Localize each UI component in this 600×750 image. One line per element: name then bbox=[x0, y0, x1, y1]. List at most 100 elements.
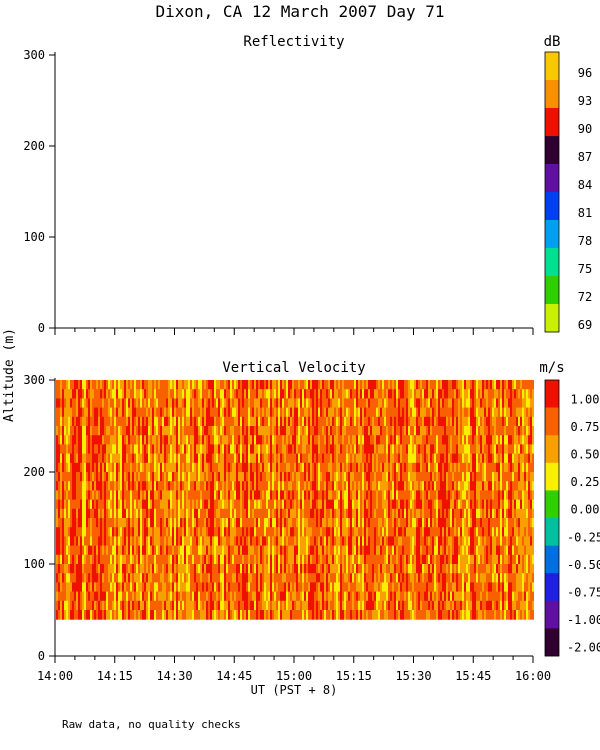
velocity-cell bbox=[262, 407, 264, 418]
velocity-cell bbox=[116, 582, 118, 593]
velocity-cell bbox=[138, 426, 140, 436]
velocity-cell bbox=[362, 444, 364, 455]
velocity-cell bbox=[66, 508, 68, 519]
velocity-cell bbox=[334, 416, 336, 427]
velocity-cell bbox=[68, 573, 70, 583]
velocity-cell bbox=[244, 564, 246, 574]
velocity-cell bbox=[120, 435, 122, 445]
velocity-cell bbox=[364, 398, 366, 409]
velocity-cell bbox=[276, 407, 278, 418]
velocity-cell bbox=[272, 380, 274, 390]
velocity-cell bbox=[102, 435, 104, 445]
velocity-cell bbox=[328, 462, 330, 473]
velocity-cell bbox=[250, 508, 252, 519]
velocity-cell bbox=[160, 444, 162, 455]
velocity-cell bbox=[326, 600, 328, 611]
velocity-cell bbox=[384, 380, 386, 390]
velocity-cell bbox=[206, 527, 208, 537]
velocity-cell bbox=[92, 610, 94, 620]
velocity-cell bbox=[312, 380, 314, 390]
velocity-cell bbox=[366, 573, 368, 583]
velocity-cell bbox=[124, 407, 126, 418]
velocity-cell bbox=[154, 481, 156, 491]
velocity-cell bbox=[406, 380, 408, 390]
velocity-cell bbox=[186, 518, 188, 528]
velocity-cell bbox=[410, 582, 412, 593]
velocity-cell bbox=[280, 527, 282, 537]
velocity-cell bbox=[358, 573, 360, 583]
velocity-cell bbox=[328, 554, 330, 565]
velocity-cell bbox=[146, 518, 148, 528]
velocity-cell bbox=[190, 426, 192, 436]
velocity-cell bbox=[242, 554, 244, 565]
velocity-cell bbox=[280, 591, 282, 602]
velocity-cell bbox=[278, 582, 280, 593]
velocity-cell bbox=[210, 481, 212, 491]
velocity-cell bbox=[288, 444, 290, 455]
velocity-cell bbox=[92, 545, 94, 556]
velocity-cell bbox=[164, 545, 166, 556]
velocity-cell bbox=[122, 600, 124, 611]
velocity-cell bbox=[298, 398, 300, 409]
velocity-cell bbox=[418, 472, 420, 482]
velocity-cell bbox=[356, 398, 358, 409]
velocity-cell bbox=[350, 536, 352, 547]
velocity-cell bbox=[122, 610, 124, 620]
velocity-cell bbox=[396, 453, 398, 464]
velocity-cell bbox=[292, 545, 294, 556]
velocity-cell bbox=[404, 499, 406, 510]
velocity-cell bbox=[220, 389, 222, 399]
velocity-cell bbox=[78, 536, 80, 547]
velocity-cell bbox=[254, 416, 256, 427]
velocity-cell bbox=[72, 610, 74, 620]
velocity-cell bbox=[122, 472, 124, 482]
reflectivity-colorbar-label: 96 bbox=[578, 66, 592, 80]
velocity-cell bbox=[298, 426, 300, 436]
velocity-cell bbox=[292, 416, 294, 427]
velocity-cell bbox=[336, 481, 338, 491]
velocity-cell bbox=[56, 600, 58, 611]
velocity-cell bbox=[118, 518, 120, 528]
velocity-cell bbox=[166, 435, 168, 445]
velocity-cell bbox=[62, 407, 64, 418]
velocity-cell bbox=[252, 527, 254, 537]
velocity-cell bbox=[162, 600, 164, 611]
velocity-cell bbox=[212, 591, 214, 602]
velocity-cell bbox=[224, 416, 226, 427]
velocity-cell bbox=[186, 444, 188, 455]
velocity-cell bbox=[126, 545, 128, 556]
velocity-cell bbox=[306, 499, 308, 510]
velocity-cell bbox=[86, 444, 88, 455]
velocity-cell bbox=[106, 472, 108, 482]
velocity-cell bbox=[220, 582, 222, 593]
velocity-cell bbox=[378, 481, 380, 491]
velocity-cell bbox=[324, 490, 326, 501]
velocity-cell bbox=[284, 462, 286, 473]
velocity-cell bbox=[284, 591, 286, 602]
velocity-cell bbox=[386, 582, 388, 593]
velocity-cell bbox=[292, 527, 294, 537]
velocity-cell bbox=[354, 462, 356, 473]
velocity-cell bbox=[230, 527, 232, 537]
velocity-cell bbox=[390, 453, 392, 464]
velocity-cell bbox=[100, 499, 102, 510]
velocity-cell bbox=[192, 527, 194, 537]
velocity-cell bbox=[394, 435, 396, 445]
velocity-cell bbox=[116, 444, 118, 455]
velocity-cell bbox=[262, 398, 264, 409]
velocity-cell bbox=[428, 600, 430, 611]
velocity-cell bbox=[58, 573, 60, 583]
velocity-cell bbox=[196, 564, 198, 574]
velocity-cell bbox=[88, 564, 90, 574]
velocity-cell bbox=[136, 453, 138, 464]
velocity-cell bbox=[202, 444, 204, 455]
velocity-cell bbox=[308, 564, 310, 574]
velocity-cell bbox=[312, 435, 314, 445]
velocity-cell bbox=[378, 591, 380, 602]
velocity-cell bbox=[416, 527, 418, 537]
velocity-cell bbox=[94, 389, 96, 399]
velocity-cell bbox=[294, 518, 296, 528]
velocity-cell bbox=[290, 435, 292, 445]
velocity-cell bbox=[294, 462, 296, 473]
velocity-cell bbox=[394, 407, 396, 418]
